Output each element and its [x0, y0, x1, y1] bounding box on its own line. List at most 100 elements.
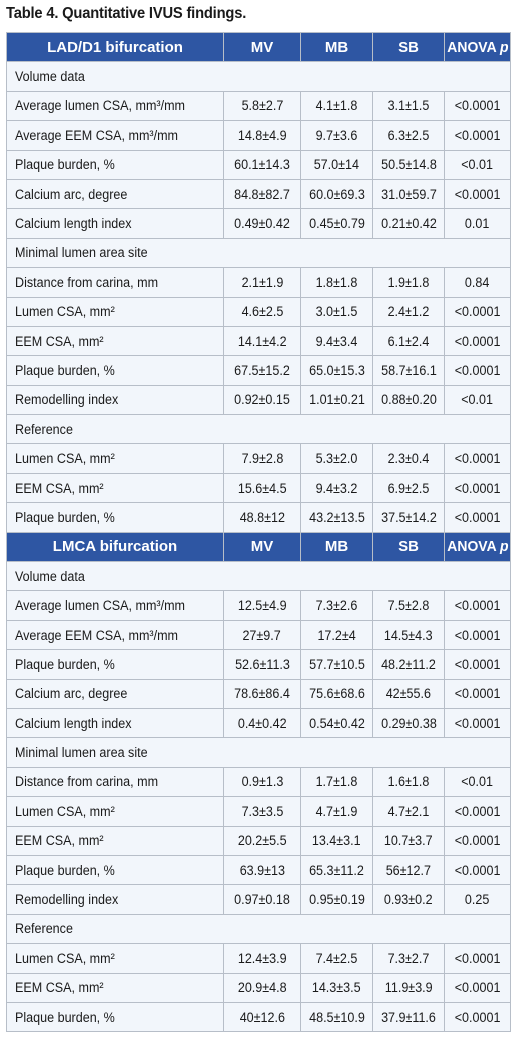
mb-value: 57.7±10.5 — [300, 649, 373, 680]
mv-value-text: 15.6±4.5 — [237, 480, 287, 496]
mb-value: 60.0±69.3 — [300, 178, 373, 210]
mv-value: 0.4±0.42 — [223, 707, 301, 739]
row-label-text: Plaque burden, % — [15, 509, 115, 525]
sb-value-text: 1.9±1.8 — [387, 274, 430, 290]
mb-value-text: 43.2±13.5 — [308, 509, 365, 525]
row-label-text: EEM CSA, mm² — [15, 980, 104, 996]
row-label-text: Plaque burden, % — [15, 862, 115, 878]
row-label: Plaque burden, % — [6, 649, 224, 680]
row-label: Lumen CSA, mm² — [6, 443, 224, 474]
anova-p-value-text: <0.0001 — [454, 127, 501, 143]
anova-p-value: 0.25 — [444, 884, 511, 915]
anova-p-value: <0.0001 — [444, 943, 511, 974]
sb-value-text: 31.0±59.7 — [380, 186, 437, 202]
group-label-text: Reference — [15, 421, 73, 437]
row-label-text: Lumen CSA, mm² — [15, 304, 115, 320]
anova-p-value-text: <0.0001 — [454, 362, 501, 378]
sb-value: 6.3±2.5 — [372, 120, 445, 151]
table-row: Average EEM CSA, mm³/mm 14.8±4.9 9.7±3.6 6.… — [6, 120, 511, 151]
anova-p-value-text: <0.01 — [461, 157, 494, 173]
mb-value: 65.3±11.2 — [300, 854, 373, 886]
row-label-text: Average EEM CSA, mm³/mm — [15, 127, 179, 143]
row-label-text: Plaque burden, % — [15, 656, 115, 672]
table-row: Distance from carina, mm 2.1±1.9 1.8±1.8 1.… — [6, 267, 511, 298]
mb-value-text: 0.54±0.42 — [308, 715, 365, 731]
row-label-text: Average EEM CSA, mm³/mm — [15, 627, 179, 643]
anova-p-value: 0.01 — [444, 208, 511, 239]
group-label-text: Reference — [15, 921, 73, 937]
column-header: MB — [300, 531, 373, 563]
row-label: EEM CSA, mm² — [6, 972, 224, 1003]
mv-value-text: 4.6±2.5 — [241, 304, 283, 320]
sb-value-text: 42±55.6 — [385, 686, 432, 702]
anova-p-value: <0.0001 — [444, 502, 511, 533]
mb-value-text: 1.01±0.21 — [308, 392, 365, 408]
mv-value-text: 2.1±1.9 — [241, 274, 283, 290]
sb-value-text: 1.6±1.8 — [387, 774, 430, 790]
row-label-text: EEM CSA, mm² — [15, 833, 104, 849]
mv-value: 78.6±86.4 — [223, 678, 301, 709]
row-label-text: EEM CSA, mm² — [15, 333, 104, 349]
sb-value: 14.5±4.3 — [372, 619, 445, 651]
sb-value-text: 7.5±2.8 — [387, 598, 430, 614]
mb-value-text: 4.7±1.9 — [315, 803, 358, 819]
row-label: Lumen CSA, mm² — [6, 796, 224, 827]
section-title: LAD/D1 bifurcation — [6, 31, 224, 63]
mv-value-text: 14.1±4.2 — [237, 333, 287, 349]
column-header: MV — [223, 31, 301, 63]
sb-value: 7.3±2.7 — [372, 943, 445, 974]
anova-p-value: <0.0001 — [444, 619, 511, 651]
sb-value: 31.0±59.7 — [372, 178, 445, 210]
mv-value-text: 14.8±4.9 — [237, 127, 287, 143]
anova-p-value-text: <0.01 — [461, 774, 494, 790]
anova-p-value: <0.0001 — [444, 678, 511, 709]
anova-p-value: <0.0001 — [444, 707, 511, 739]
row-label-text: Distance from carina, mm — [15, 274, 159, 290]
mb-value-text: 0.45±0.79 — [308, 216, 365, 232]
mb-value: 0.45±0.79 — [300, 208, 373, 239]
mb-value-text: 9.4±3.4 — [315, 333, 358, 349]
mb-value-text: 65.0±15.3 — [308, 362, 365, 378]
sb-value: 7.5±2.8 — [372, 590, 445, 621]
column-header: MV — [223, 531, 301, 563]
anova-p-value-text: <0.0001 — [454, 627, 501, 643]
sb-value-text: 0.21±0.42 — [380, 216, 437, 232]
table-row: Distance from carina, mm 0.9±1.3 1.7±1.8 1.… — [6, 766, 511, 798]
column-header: ANOVA p — [444, 531, 511, 563]
row-label: Average lumen CSA, mm³/mm — [6, 90, 224, 122]
table-row: Average lumen CSA, mm³/mm 5.8±2.7 4.1±1.8 3… — [6, 90, 511, 122]
row-label-text: Lumen CSA, mm² — [15, 451, 115, 467]
mb-value: 1.01±0.21 — [300, 384, 373, 416]
mv-value-text: 12.5±4.9 — [237, 598, 287, 614]
mv-value-text: 60.1±14.3 — [234, 157, 290, 173]
sb-value: 0.93±0.2 — [372, 884, 445, 915]
mv-value-text: 78.6±86.4 — [234, 686, 290, 702]
mb-value: 57.0±14 — [300, 149, 373, 180]
anova-p-value: <0.01 — [444, 384, 511, 416]
sb-value-text: 11.9±3.9 — [384, 980, 433, 996]
mv-value: 0.49±0.42 — [223, 208, 301, 239]
mv-value: 0.9±1.3 — [223, 766, 301, 798]
mb-value-text: 60.0±69.3 — [308, 186, 365, 202]
group-label: Minimal lumen area site — [6, 737, 511, 768]
column-header: MB — [300, 31, 373, 63]
mb-value-text: 9.4±3.2 — [315, 480, 358, 496]
table-row: Calcium length index 0.49±0.42 0.45±0.79 0.… — [6, 208, 511, 239]
table-row: EEM CSA, mm² 20.9±4.8 14.3±3.5 11.9±3.9 <0.0… — [6, 972, 511, 1003]
mb-value: 4.1±1.8 — [300, 90, 373, 122]
anova-p-value-text: <0.0001 — [454, 598, 501, 614]
anova-p-value: <0.0001 — [444, 325, 511, 357]
mb-value: 5.3±2.0 — [300, 443, 373, 474]
mv-value-text: 20.9±4.8 — [237, 980, 287, 996]
mb-value-text: 57.0±14 — [313, 157, 360, 173]
mv-value-text: 27±9.7 — [242, 627, 282, 643]
mv-value-text: 48.8±12 — [239, 509, 285, 525]
mb-value-text: 4.1±1.8 — [315, 98, 358, 114]
mv-value: 0.97±0.18 — [223, 884, 301, 915]
sb-value: 58.7±16.1 — [372, 355, 445, 386]
table-row: Plaque burden, % 67.5±15.2 65.0±15.3 58.7±1… — [6, 355, 511, 386]
mv-value-text: 52.6±11.3 — [234, 656, 290, 672]
mb-value-text: 9.7±3.6 — [315, 127, 358, 143]
group-label-text: Volume data — [15, 568, 85, 584]
row-label-text: Plaque burden, % — [15, 157, 115, 173]
